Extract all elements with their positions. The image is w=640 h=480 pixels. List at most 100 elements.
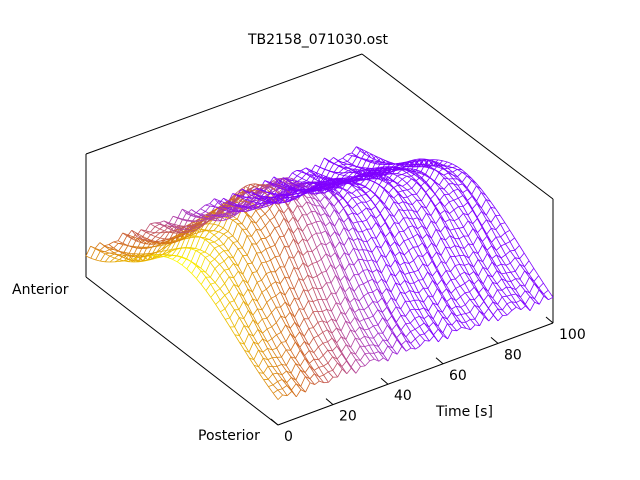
mesh-line — [228, 203, 234, 206]
mesh-line — [147, 258, 153, 261]
mesh-line — [384, 203, 390, 211]
mesh-line — [205, 283, 211, 291]
mesh-line — [156, 248, 162, 253]
mesh-line — [176, 247, 182, 249]
mesh-line — [440, 237, 446, 241]
mesh-line — [380, 240, 386, 249]
mesh-line — [383, 188, 390, 194]
mesh-line — [377, 332, 384, 340]
mesh-line — [331, 333, 338, 344]
mesh-line — [170, 241, 176, 244]
mesh-line — [197, 224, 203, 228]
mesh-line — [275, 307, 282, 317]
mesh-line — [403, 238, 409, 242]
mesh-line — [246, 191, 252, 196]
mesh-line — [382, 170, 388, 173]
mesh-line — [301, 167, 307, 171]
mesh-line — [330, 292, 337, 303]
mesh-line — [436, 279, 443, 286]
mesh-line — [293, 192, 299, 195]
mesh-line — [136, 232, 142, 237]
mesh-line — [336, 358, 343, 367]
mesh-line — [178, 225, 184, 227]
mesh-line — [492, 297, 498, 305]
mesh-line — [261, 318, 268, 330]
mesh-line — [247, 272, 253, 284]
mesh-line — [339, 241, 345, 253]
mesh-line — [454, 245, 460, 248]
mesh-line — [232, 204, 238, 207]
mesh-line — [534, 298, 540, 305]
mesh-line — [463, 213, 469, 216]
mesh-line — [333, 163, 339, 166]
mesh-line — [357, 238, 364, 250]
mesh-line — [502, 303, 508, 311]
mesh-line — [411, 188, 417, 195]
mesh-line — [318, 374, 324, 378]
mesh-line — [376, 245, 382, 249]
mesh-line — [473, 283, 480, 293]
mesh-line — [453, 197, 459, 201]
mesh-line — [310, 197, 317, 207]
mesh-line — [361, 221, 368, 230]
mesh-line — [284, 196, 290, 199]
mesh-line — [344, 252, 350, 264]
mesh-line — [461, 169, 467, 175]
mesh-line — [171, 248, 177, 250]
mesh-line — [450, 279, 457, 289]
mesh-line — [339, 182, 345, 185]
mesh-line — [464, 292, 471, 300]
mesh-line — [445, 239, 451, 249]
mesh-line — [210, 276, 216, 283]
mesh-line — [524, 296, 531, 305]
mesh-line — [315, 175, 321, 183]
mesh-line — [414, 300, 420, 310]
mesh-line — [473, 287, 480, 295]
mesh-line — [367, 269, 373, 280]
mesh-line — [485, 207, 492, 216]
mesh-line — [372, 288, 378, 293]
mesh-line — [260, 188, 266, 192]
mesh-line — [501, 290, 508, 297]
mesh-line — [358, 308, 365, 320]
mesh-line — [186, 261, 192, 270]
mesh-line — [341, 336, 347, 340]
mesh-line — [364, 344, 370, 347]
mesh-line — [210, 216, 216, 219]
mesh-line — [195, 236, 201, 249]
mesh-line — [181, 264, 188, 270]
mesh-line — [390, 291, 397, 302]
mesh-line — [150, 234, 156, 237]
mesh-line — [237, 247, 243, 249]
mesh-line — [366, 214, 372, 221]
mesh-line — [325, 264, 332, 272]
mesh-line — [246, 235, 252, 237]
mesh-line — [321, 191, 327, 194]
mesh-line — [280, 306, 286, 319]
mesh-line — [277, 389, 283, 396]
mesh-line — [308, 337, 314, 346]
mesh-line — [381, 254, 386, 258]
mesh-line — [360, 184, 366, 188]
mesh-line — [375, 222, 382, 232]
mesh-line — [298, 308, 305, 319]
mesh-line — [501, 296, 508, 305]
mesh-line — [373, 351, 379, 354]
mesh-line — [462, 202, 468, 207]
mesh-line — [154, 222, 160, 225]
mesh-line — [491, 276, 498, 285]
mesh-line — [441, 276, 447, 286]
mesh-line — [335, 321, 342, 332]
mesh-line — [352, 240, 359, 251]
mesh-line — [393, 216, 400, 225]
mesh-line — [229, 326, 236, 336]
mesh-line — [270, 201, 276, 204]
mesh-line — [99, 249, 105, 253]
mesh-line — [326, 189, 332, 193]
mesh-line — [414, 318, 420, 327]
mesh-line — [210, 268, 216, 278]
mesh-line — [381, 312, 388, 322]
mesh-line — [355, 366, 361, 374]
mesh-line — [281, 183, 287, 187]
mesh-line — [428, 335, 435, 342]
